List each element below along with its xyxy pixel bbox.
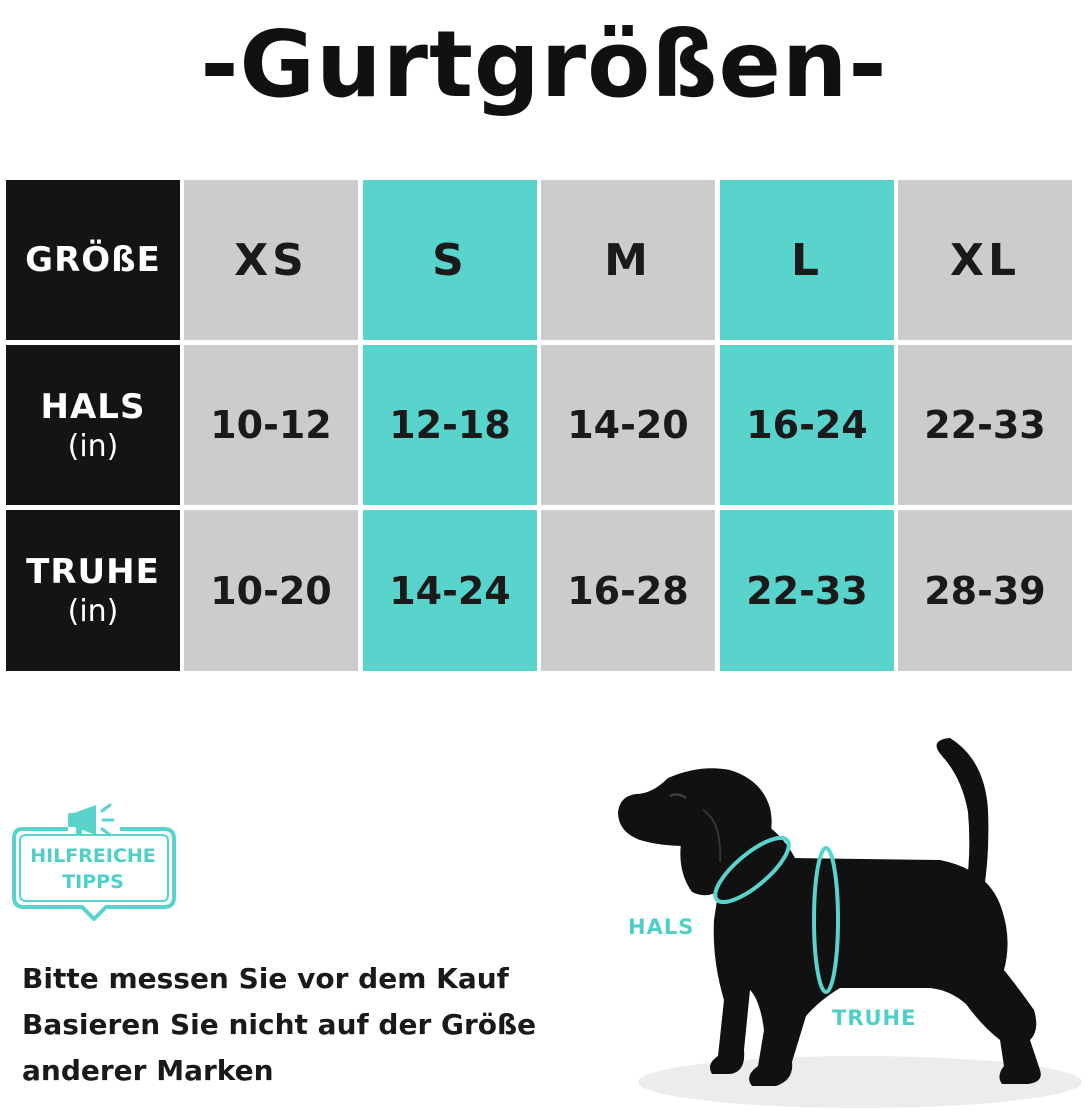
- size-cell-m: M: [541, 180, 715, 340]
- size-cell-s: S: [363, 180, 537, 340]
- neck-label: HALS: [628, 915, 695, 939]
- page-title: -Gurtgrößen-: [200, 11, 888, 118]
- dog-silhouette-icon: [618, 738, 1082, 1108]
- dog-measurement-diagram: [600, 720, 1088, 1114]
- row-unit: (in): [67, 428, 119, 464]
- table-cell: 12-18: [363, 345, 537, 505]
- size-label: S: [432, 234, 468, 286]
- megaphone-icon: [12, 803, 176, 921]
- table-cell: 10-20: [184, 510, 358, 671]
- size-label: XS: [234, 234, 308, 286]
- row-label: TRUHE: [26, 552, 160, 592]
- row-header-truhe: TRUHE (in): [6, 510, 180, 671]
- table-cell: 22-33: [898, 345, 1072, 505]
- note-line: anderer Marken: [22, 1054, 274, 1087]
- tips-line-1: HILFREICHE: [30, 845, 156, 867]
- note-line: Basieren Sie nicht auf der Größe: [22, 1008, 537, 1041]
- cell-value: 14-24: [389, 568, 511, 613]
- table-cell: 28-39: [898, 510, 1072, 671]
- cell-value: 12-18: [389, 403, 511, 447]
- table-cell: 22-33: [720, 510, 894, 671]
- cell-value: 22-33: [746, 568, 868, 613]
- cell-value: 10-12: [210, 403, 332, 447]
- tips-badge: [10, 795, 180, 925]
- table-cell: 16-28: [541, 510, 715, 671]
- cell-value: 14-20: [567, 403, 689, 447]
- table-cell: 16-24: [720, 345, 894, 505]
- cell-value: 16-28: [567, 568, 689, 613]
- row-unit: (in): [67, 594, 119, 629]
- size-label: M: [604, 234, 652, 286]
- table-cell: 14-20: [541, 345, 715, 505]
- size-cell-l: L: [720, 180, 894, 340]
- tips-badge-text: HILFREICHE TIPPS: [14, 843, 172, 895]
- size-header-label: GRÖßE: [25, 240, 161, 280]
- cell-value: 22-33: [924, 403, 1046, 447]
- cell-value: 16-24: [746, 403, 868, 447]
- tips-line-2: TIPPS: [62, 871, 124, 893]
- size-cell-xl: XL: [898, 180, 1072, 340]
- measurement-note: Bitte messen Sie vor dem Kauf Basieren S…: [22, 956, 582, 1094]
- size-header-cell: GRÖßE: [6, 180, 180, 340]
- row-label: HALS: [40, 386, 146, 427]
- size-label: XL: [950, 234, 1020, 286]
- size-cell-xs: XS: [184, 180, 358, 340]
- chest-label: TRUHE: [832, 1006, 917, 1030]
- table-cell: 14-24: [363, 510, 537, 671]
- row-header-hals: HALS (in): [6, 345, 180, 505]
- cell-value: 10-20: [210, 568, 332, 613]
- table-cell: 10-12: [184, 345, 358, 505]
- size-label: L: [790, 234, 824, 286]
- cell-value: 28-39: [924, 568, 1046, 613]
- note-line: Bitte messen Sie vor dem Kauf: [22, 962, 509, 995]
